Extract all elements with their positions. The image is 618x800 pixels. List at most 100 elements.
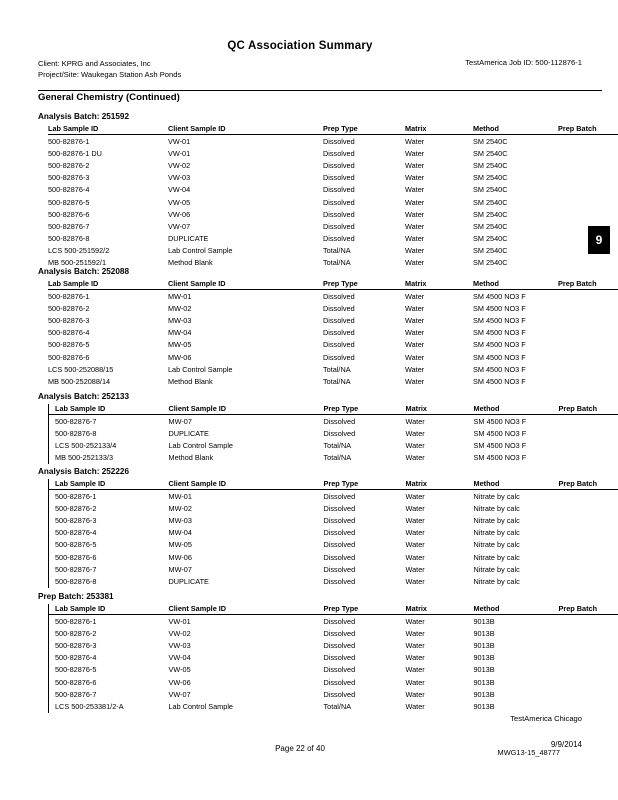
cell-method: SM 2540C bbox=[473, 246, 508, 256]
cell-client: VW-06 bbox=[168, 209, 191, 219]
cell-method: Nitrate by calc bbox=[473, 564, 520, 574]
cell-lab: 500-82876-4 bbox=[55, 653, 97, 663]
cell-client: VW-07 bbox=[168, 221, 191, 231]
table-row: LCS 500-253381/2-A Lab Control Sample Tota… bbox=[49, 700, 618, 712]
cell-prep: Dissolved bbox=[323, 640, 356, 650]
cell-client: MW-07 bbox=[168, 564, 192, 574]
table-row: 500-82876-1 MW-01 Dissolved Water SM 4500 NO… bbox=[48, 290, 618, 303]
column-header-prep-batch: Prep Batch bbox=[558, 604, 618, 615]
cell-matrix: Water bbox=[405, 552, 425, 562]
qc-association-table: Lab Sample ID Client Sample ID Prep Type Ma… bbox=[48, 124, 618, 269]
cell-method: Nitrate by calc bbox=[473, 552, 520, 562]
cell-client: MW-02 bbox=[168, 503, 192, 513]
cell-lab: 500-82876-1 bbox=[48, 136, 90, 146]
client-info: Client: KPRG and Associates, Inc Project… bbox=[38, 58, 181, 80]
cell-prep: Dissolved bbox=[323, 428, 356, 438]
cell-pbatch bbox=[559, 415, 618, 428]
cell-lab: 500-82876-4 bbox=[48, 328, 90, 338]
qc-association-table: Lab Sample ID Client Sample ID Prep Type Ma… bbox=[48, 404, 618, 464]
cell-lab: 500-82876-8 bbox=[55, 576, 97, 586]
cell-prep: Total/NA bbox=[323, 701, 352, 711]
cell-lab: 500-82876-1 bbox=[55, 616, 97, 626]
cell-method: SM 2540C bbox=[473, 258, 508, 268]
cell-prep: Dissolved bbox=[323, 136, 355, 146]
page-tab-marker: 9 bbox=[588, 226, 610, 254]
cell-lab: 500-82876-7 bbox=[48, 221, 90, 231]
cell-lab: 500-82876-1 bbox=[48, 291, 90, 301]
cell-client: VW-03 bbox=[168, 640, 191, 650]
cell-client: VW-05 bbox=[168, 665, 191, 675]
cell-prep: Dissolved bbox=[323, 221, 355, 231]
cell-pbatch bbox=[559, 439, 618, 451]
cell-prep: Dissolved bbox=[323, 552, 356, 562]
cell-lab: 500-82876-7 bbox=[55, 564, 97, 574]
cell-prep: Dissolved bbox=[323, 616, 356, 626]
cell-pbatch bbox=[559, 700, 618, 712]
table-row: 500-82876-4 VW-04 Dissolved Water SM 2540C bbox=[48, 184, 618, 196]
table-row: 500-82876-5 VW-05 Dissolved Water 9013B bbox=[49, 664, 618, 676]
cell-lab: 500-82876-2 bbox=[55, 503, 97, 513]
cell-lab: 500-82876-6 bbox=[55, 677, 97, 687]
cell-lab: MB 500-251592/1 bbox=[48, 258, 107, 268]
footer-lab-name: TestAmerica Chicago bbox=[510, 714, 582, 723]
footer-date: 9/9/2014 bbox=[550, 740, 582, 749]
cell-pbatch bbox=[559, 490, 618, 503]
cell-method: 9013B bbox=[473, 677, 495, 687]
cell-method: SM 4500 NO3 F bbox=[473, 440, 527, 450]
table-row: 500-82876-7 VW-07 Dissolved Water 9013B bbox=[49, 688, 618, 700]
cell-pbatch bbox=[559, 452, 618, 464]
column-header-lab-sample-id: Lab Sample ID bbox=[48, 479, 169, 490]
table-row: 500-82876-3 MW-03 Dissolved Water SM 4500 NO… bbox=[48, 314, 618, 326]
cell-matrix: Water bbox=[405, 291, 425, 301]
cell-method: Nitrate by calc bbox=[473, 515, 520, 525]
cell-method: SM 2540C bbox=[473, 160, 508, 170]
cell-pbatch bbox=[558, 172, 618, 184]
cell-client: MW-05 bbox=[168, 540, 192, 550]
cell-pbatch bbox=[558, 339, 618, 351]
cell-client: MW-04 bbox=[168, 328, 192, 338]
table-row: 500-82876-1 VW-01 Dissolved Water 9013B bbox=[49, 615, 618, 628]
table-row: 500-82876-6 MW-06 Dissolved Water SM 4500 NO… bbox=[48, 351, 618, 363]
table-row: 500-82876-6 VW-06 Dissolved Water SM 2540C bbox=[48, 208, 618, 220]
cell-matrix: Water bbox=[405, 701, 425, 711]
cell-method: SM 2540C bbox=[473, 221, 508, 231]
cell-client: Method Blank bbox=[168, 258, 213, 268]
cell-client: VW-02 bbox=[168, 628, 191, 638]
column-header-prep-type: Prep Type bbox=[323, 404, 406, 415]
column-header-client-sample-id: Client Sample ID bbox=[168, 124, 323, 135]
column-header-lab-sample-id: Lab Sample ID bbox=[48, 279, 168, 290]
cell-lab: 500-82876-2 bbox=[48, 303, 90, 313]
column-header-matrix: Matrix bbox=[405, 279, 473, 290]
column-header-lab-sample-id: Lab Sample ID bbox=[48, 604, 169, 615]
cell-matrix: Water bbox=[405, 185, 425, 195]
cell-prep: Dissolved bbox=[323, 197, 355, 207]
cell-client: MW-03 bbox=[168, 315, 192, 325]
cell-matrix: Water bbox=[405, 209, 425, 219]
cell-matrix: Water bbox=[405, 440, 425, 450]
cell-pbatch bbox=[558, 208, 618, 220]
cell-pbatch bbox=[559, 676, 618, 688]
cell-matrix: Water bbox=[405, 376, 425, 386]
cell-client: VW-03 bbox=[168, 173, 191, 183]
table-row: LCS 500-252133/4 Lab Control Sample Total/… bbox=[49, 439, 618, 451]
batch-block: Analysis Batch: 251592 Lab Sample ID Clien… bbox=[38, 112, 618, 269]
cell-lab: MB 500-252133/3 bbox=[55, 453, 114, 463]
cell-matrix: Water bbox=[405, 303, 425, 313]
cell-pbatch bbox=[559, 427, 618, 439]
cell-lab: 500-82876-6 bbox=[48, 352, 90, 362]
column-header-client-sample-id: Client Sample ID bbox=[168, 279, 323, 290]
cell-lab: 500-82876-4 bbox=[48, 185, 90, 195]
cell-method: SM 2540C bbox=[473, 209, 508, 219]
cell-prep: Dissolved bbox=[323, 576, 356, 586]
cell-method: 9013B bbox=[473, 689, 495, 699]
cell-pbatch bbox=[559, 627, 618, 639]
cell-method: 9013B bbox=[473, 701, 495, 711]
page-title: QC Association Summary bbox=[227, 40, 373, 52]
cell-client: MW-06 bbox=[168, 352, 192, 362]
cell-lab: LCS 500-253381/2-A bbox=[55, 701, 124, 711]
cell-lab: 500-82876-3 bbox=[55, 515, 97, 525]
cell-client: Lab Control Sample bbox=[168, 701, 234, 711]
cell-lab: 500-82876-2 bbox=[55, 628, 97, 638]
cell-lab: 500-82876-1 bbox=[55, 491, 97, 501]
